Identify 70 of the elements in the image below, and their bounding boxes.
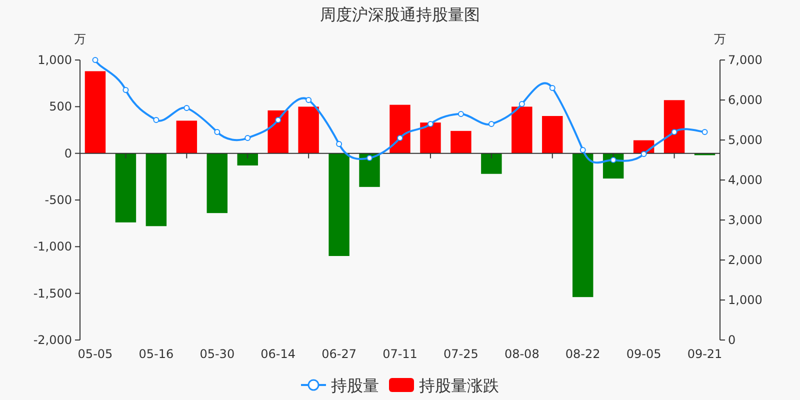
x-tick-label: 07-25: [444, 347, 478, 361]
point: [122, 87, 129, 93]
bar: [328, 153, 350, 256]
y2-tick-label: 7,000: [728, 53, 762, 67]
bar: [268, 110, 288, 154]
bar: [146, 153, 167, 226]
x-tick-label: 09-05: [626, 347, 662, 361]
bar: [664, 100, 685, 154]
x-tick-label: 06-14: [260, 347, 296, 361]
point: [184, 105, 190, 111]
y2-tick-label: 5,000: [728, 133, 762, 147]
point: [306, 97, 312, 103]
point: [580, 147, 586, 153]
point: [275, 117, 282, 123]
bar: [512, 106, 532, 154]
bar: [359, 153, 380, 187]
x-tick-label: 05-16: [138, 347, 174, 361]
point: [366, 155, 373, 161]
point: [702, 129, 708, 135]
bar: [298, 106, 319, 154]
y-axis-title: 万: [74, 32, 86, 46]
point: [336, 141, 342, 147]
x-tick-label: 08-08: [504, 347, 540, 361]
bar: [450, 130, 472, 154]
point: [549, 85, 556, 91]
point: [518, 101, 525, 107]
bar: [115, 153, 136, 222]
point: [244, 135, 251, 141]
y2-tick-label: 6,000: [728, 93, 762, 107]
point: [397, 135, 403, 141]
bar: [390, 104, 410, 154]
x-tick-label: 06-27: [322, 347, 356, 361]
y-tick-label: 1,000: [38, 53, 72, 67]
y-tick-label: 500: [49, 100, 72, 114]
point: [153, 117, 160, 123]
point: [92, 57, 98, 63]
bar: [420, 122, 441, 154]
point: [610, 157, 616, 163]
legend-label: 持股量涨跌: [419, 376, 499, 395]
bar: [542, 116, 563, 154]
point: [671, 129, 678, 135]
bar: [481, 153, 502, 174]
chart-title: 周度沪深股通持股量图: [320, 5, 480, 24]
x-tick-label: 05-05: [78, 347, 113, 361]
y2-axis-title: 万: [714, 32, 726, 46]
x-tick-label: 09-21: [687, 347, 722, 361]
y2-tick-label: 4,000: [728, 173, 762, 187]
bar: [206, 153, 228, 214]
y-tick-label: -1,500: [33, 286, 72, 300]
point: [214, 129, 220, 135]
bar: [176, 120, 198, 154]
y-tick-label: -1,000: [33, 240, 72, 254]
point: [458, 111, 464, 117]
x-tick-label: 08-22: [565, 347, 600, 361]
bar: [237, 153, 258, 166]
point: [427, 121, 434, 127]
y2-tick-label: 0: [728, 333, 736, 347]
point: [488, 121, 494, 127]
bar: [572, 153, 594, 298]
legend-label: 持股量: [331, 376, 379, 395]
x-tick-label: 05-30: [200, 347, 235, 361]
y2-tick-label: 2,000: [728, 253, 762, 267]
y-tick-label: 0: [64, 146, 72, 160]
point: [640, 151, 647, 157]
y-tick-label: -2,000: [33, 333, 72, 347]
y2-tick-label: 3,000: [728, 213, 762, 227]
y2-tick-label: 1,000: [728, 293, 762, 307]
bar: [84, 71, 106, 154]
x-tick-label: 07-11: [382, 347, 418, 361]
y-tick-label: -500: [44, 193, 72, 207]
